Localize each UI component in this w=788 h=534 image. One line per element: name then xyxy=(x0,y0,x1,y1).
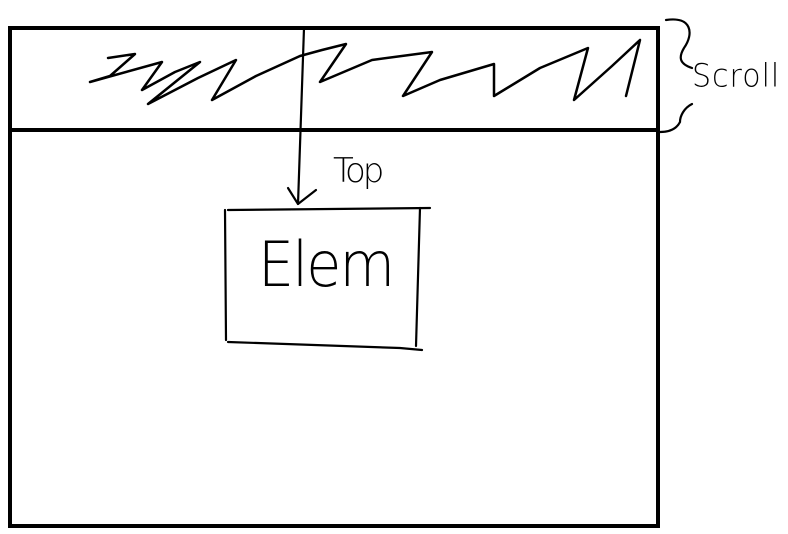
scroll-label: Scroll xyxy=(692,57,781,96)
scroll-scribble xyxy=(88,38,642,106)
window-frame xyxy=(8,26,660,528)
elem-label: Elem xyxy=(258,228,395,301)
top-offset-line xyxy=(296,26,306,206)
element-box xyxy=(223,206,432,352)
top-label: Top xyxy=(333,151,384,191)
top-offset-arrowhead xyxy=(286,186,318,206)
scroll-brace xyxy=(658,18,694,134)
